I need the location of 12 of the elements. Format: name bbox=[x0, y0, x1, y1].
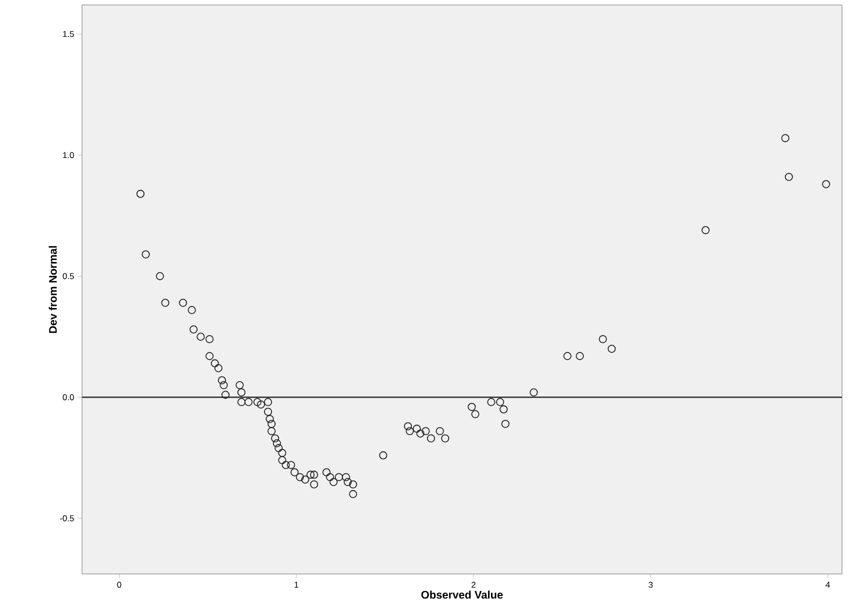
x-axis-title: Observed Value bbox=[421, 590, 503, 599]
x-tick-label: 4 bbox=[826, 582, 830, 588]
y-tick-label: -0.5 bbox=[60, 515, 74, 522]
y-tick-label: 0.5 bbox=[62, 273, 74, 280]
y-axis-title: Dev from Normal bbox=[48, 246, 57, 333]
x-tick-label: 2 bbox=[472, 582, 476, 588]
y-tick-label: 1.0 bbox=[63, 152, 74, 158]
x-tick-label: 1 bbox=[294, 582, 298, 588]
y-tick-label: 0.0 bbox=[62, 394, 74, 400]
x-tick-label: 0 bbox=[117, 582, 122, 588]
y-tick-label: 1.5 bbox=[63, 31, 74, 37]
x-tick-label: 3 bbox=[648, 582, 653, 588]
